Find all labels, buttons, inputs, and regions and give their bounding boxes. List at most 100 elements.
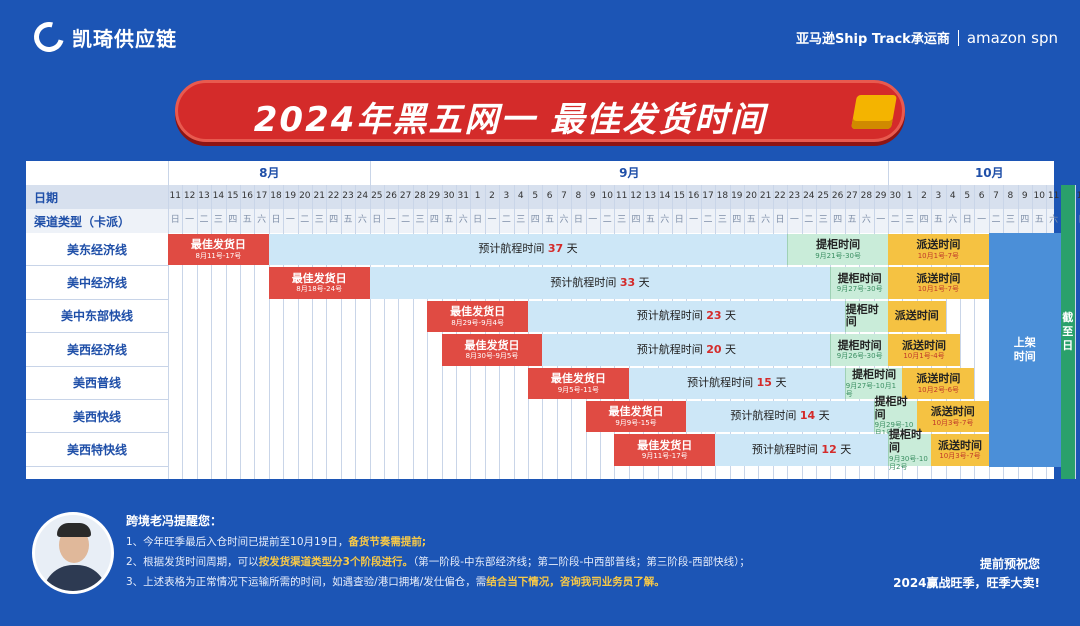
weekday-cell: 日 [775, 215, 785, 225]
date-cell: 3 [503, 191, 510, 201]
reminder-text: 3、上述表格为正常情况下运输所需的时间，如遇查验/港口拥堵/发仕偏仓，需 [126, 576, 487, 588]
pickup-title: 提柜时间 [874, 395, 908, 421]
date-cell: 20 [299, 191, 311, 201]
slogan-line-1: 提前预祝您 [979, 557, 1040, 571]
best-ship-title: 最佳发货日 [291, 271, 347, 285]
weekday-cell: 二 [804, 215, 814, 225]
date-row-title: 日期 [34, 190, 59, 205]
transit-unit: 天 [721, 342, 737, 356]
date-cell: 25 [817, 191, 829, 201]
delivery-range: 10月2号-6号 [917, 385, 960, 394]
shelf-time-label: 上架时间 [1013, 335, 1036, 363]
channel-name: 美东经济线 [66, 242, 127, 257]
date-cell: 26 [385, 191, 397, 201]
date-cell: 15 [673, 191, 685, 201]
weekday-cell: 二 [199, 215, 209, 225]
channel-name: 美西快线 [72, 409, 121, 424]
date-cell: 1 [474, 191, 481, 201]
date-cell: 20 [745, 191, 757, 201]
date-cell: 13 [1076, 191, 1080, 201]
reminder-highlight: 结合当下情况，咨询我司业务员了解。 [486, 576, 665, 588]
best-ship-title: 最佳发货日 [190, 238, 246, 252]
date-cell: 9 [589, 191, 596, 201]
date-cell: 6 [978, 191, 985, 201]
pickup-title: 提柜时间 [837, 271, 882, 285]
delivery-range: 10月1号-7号 [917, 251, 960, 260]
grid-line [960, 185, 961, 479]
transit-text: 预计航程时间 14 天 [730, 410, 829, 423]
date-cell: 17 [255, 191, 268, 201]
date-cell: 12 [183, 191, 196, 201]
channel-label: 美西特快线 [26, 433, 168, 467]
weekday-cell: 五 [933, 215, 943, 225]
date-cell: 23 [342, 191, 354, 201]
transit-text: 预计航程时间 15 天 [687, 375, 787, 390]
best-ship-range: 8月18号-24号 [296, 285, 343, 294]
delivery-bar: 派送时间 10月2号-6号 [902, 367, 975, 399]
delivery-bar: 派送时间 [888, 300, 946, 333]
weekday-cell: 五 [444, 215, 454, 225]
date-cell: 8 [1007, 191, 1014, 201]
pickup-title: 提柜时间 [889, 428, 922, 455]
weekday-cell: 三 [213, 215, 223, 225]
date-cell: 3 [935, 191, 942, 201]
grid-line [283, 185, 285, 479]
date-cell: 30 [889, 191, 901, 201]
pickup-range: 9月27号-10月1号 [845, 381, 897, 398]
transit-label: 预计航程时间 [751, 442, 822, 456]
container-pickup-bar: 提柜时间 9月30号-10月2号 [888, 429, 932, 471]
delivery-title: 派送时间 [902, 338, 946, 352]
delivery-title: 派送时间 [930, 405, 975, 419]
delivery-range: 10月1号-7号 [917, 285, 960, 294]
transit-unit: 天 [836, 442, 852, 456]
date-cell: 27 [399, 191, 412, 201]
date-cell: 13 [198, 191, 210, 201]
weekday-cell: 四 [732, 215, 742, 225]
transit-unit: 天 [771, 375, 787, 389]
weekday-cell: 一 [689, 215, 699, 225]
weekday-cell: 四 [228, 215, 238, 225]
date-cell: 4 [517, 191, 524, 201]
weekday-cell: 日 [674, 215, 684, 225]
weekday-cell: 六 [660, 215, 670, 225]
date-cell: 28 [860, 191, 873, 201]
top-header: 凯琦供应链 亚马逊Ship Track承运商 amazon spn [0, 0, 1080, 75]
weekday-cell: 四 [329, 215, 339, 225]
reminder-highlight: 按发货渠道类型分3个阶段进行。 [258, 556, 413, 568]
weekday-cell: 一 [185, 215, 195, 225]
grid-line [168, 185, 169, 479]
weekday-cell: 四 [919, 215, 929, 225]
shelf-time-column: 上架时间 [988, 233, 1061, 467]
date-cell: 10 [601, 191, 613, 201]
pickup-range: 9月26号-30号 [836, 352, 883, 361]
transit-text: 预计航程时间 33 天 [550, 275, 649, 290]
slogan-line-2: 2024赢战旺季，旺季大卖! [893, 576, 1040, 591]
weekday-cell: 三 [617, 215, 627, 225]
weekday-cell: 四 [1020, 215, 1030, 225]
channel-name: 美西经济线 [66, 342, 127, 357]
date-cell: 8 [575, 191, 582, 201]
transit-text: 预计航程时间 20 天 [637, 342, 737, 357]
weekday-cell: 日 [962, 215, 972, 225]
transit-label: 预计航程时间 [550, 275, 620, 289]
delivery-bar: 派送时间 10月1号-4号 [888, 334, 960, 366]
container-pickup-bar: 提柜时间 9月27号-30号 [830, 267, 888, 299]
pickup-range: 9月27号-30号 [836, 285, 883, 294]
date-cell: 14 [212, 191, 225, 201]
pickup-title: 提柜时间 [837, 338, 882, 352]
transit-time-bar: 预计航程时间 15 天 [628, 367, 845, 399]
date-cell: 17 [702, 191, 714, 201]
date-cell: 19 [284, 191, 297, 201]
date-cell: 19 [731, 191, 743, 201]
date-cell: 5 [532, 191, 539, 201]
weekday-cell: 五 [746, 215, 756, 225]
shipping-schedule-table: 8月 9月 10月 日期 渠道类型（卡派） 11 日 12 一 13 二 14 三 15 四 16 五 17 六 18… [26, 161, 1080, 479]
transit-days: 14 [799, 409, 816, 423]
date-cell: 27 [846, 191, 858, 201]
weekday-cell: 三 [314, 215, 324, 225]
reminder-line-2: 2、根据发货时间周期，可以按发货渠道类型分3个阶段进行。（第一阶段-中东部经济线… [126, 554, 750, 569]
weekday-cell: 二 [602, 215, 612, 225]
best-ship-range: 8月11号-17号 [195, 251, 242, 260]
delivery-range: 10月3号-7号 [932, 418, 974, 427]
weekday-cell: 日 [1075, 216, 1080, 228]
